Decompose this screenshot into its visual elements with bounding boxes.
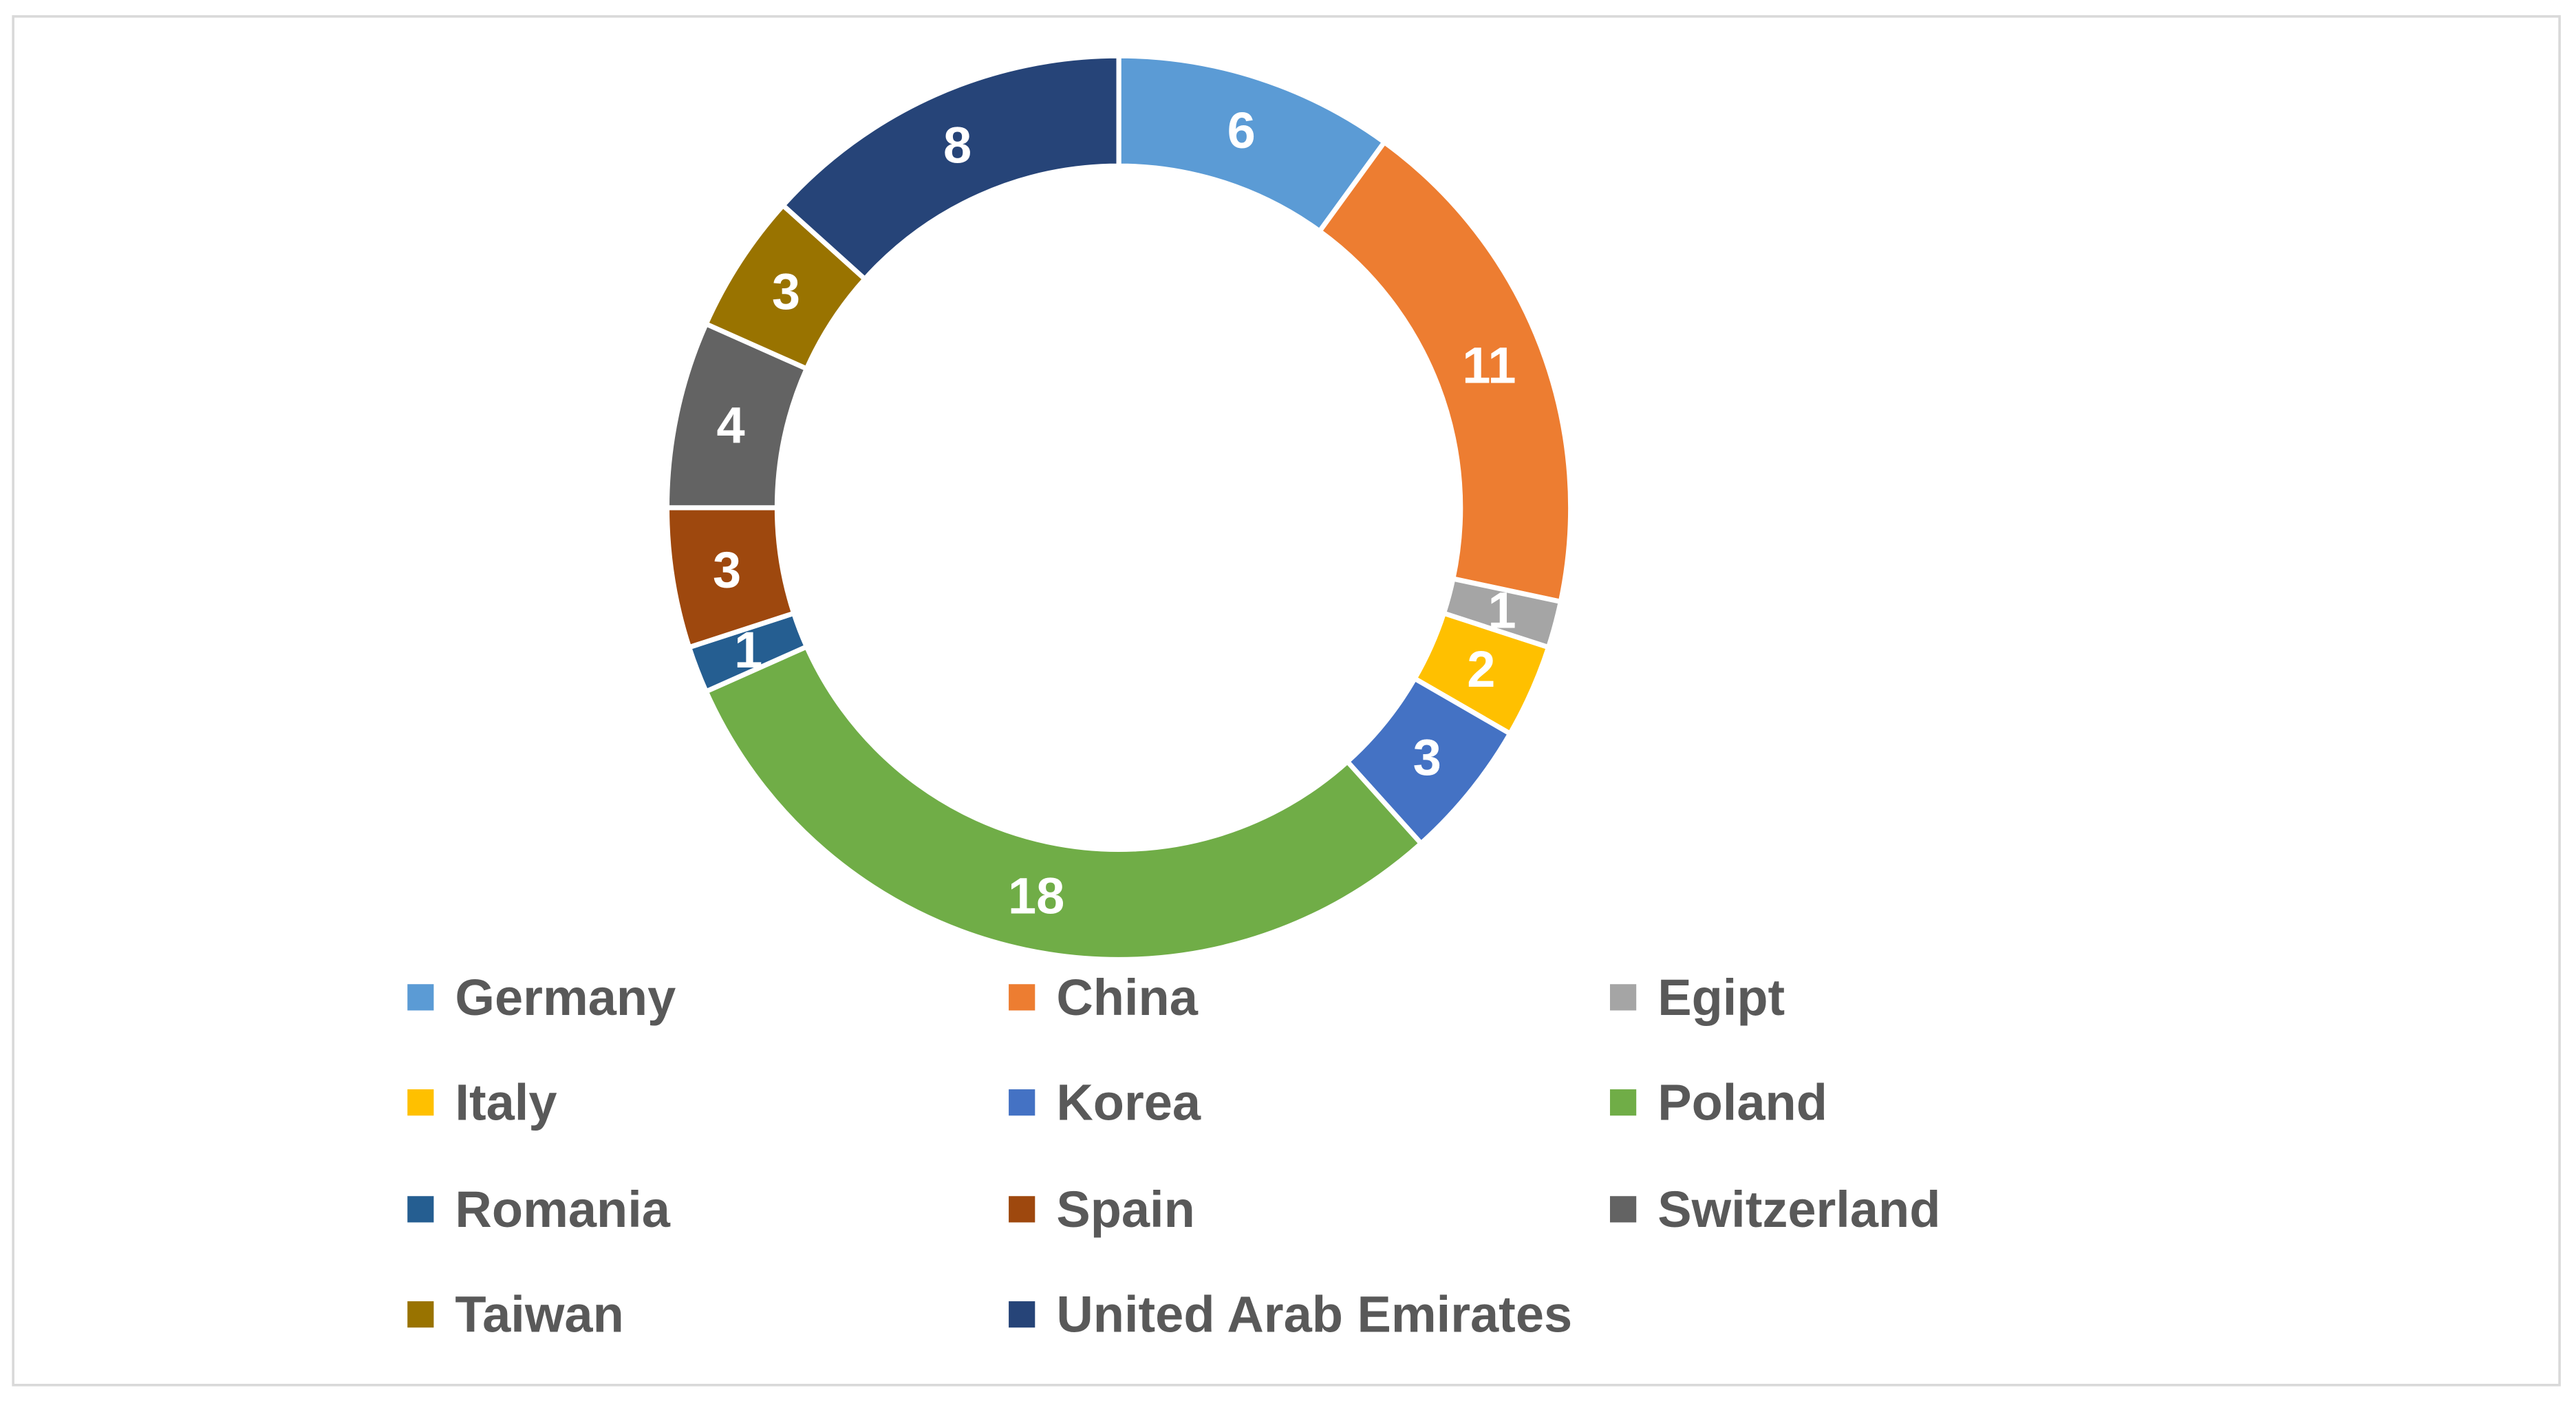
legend-label: Korea bbox=[1056, 1074, 1201, 1131]
legend-swatch bbox=[407, 1089, 434, 1116]
legend-label: Germany bbox=[455, 969, 676, 1026]
donut-segment bbox=[1316, 138, 1574, 605]
legend-swatch bbox=[1009, 1196, 1035, 1223]
data-label: 3 bbox=[713, 542, 741, 599]
data-label: 4 bbox=[716, 396, 744, 453]
data-label: 3 bbox=[1413, 729, 1441, 786]
data-label: 18 bbox=[1008, 867, 1064, 924]
data-label: 2 bbox=[1467, 641, 1495, 698]
legend-label: United Arab Emirates bbox=[1056, 1286, 1572, 1343]
legend-swatch bbox=[407, 984, 434, 1011]
legend-swatch bbox=[1009, 984, 1035, 1011]
legend-swatch bbox=[407, 1301, 434, 1328]
data-label: 8 bbox=[943, 117, 972, 174]
legend-swatch bbox=[1009, 1301, 1035, 1328]
legend-label: Taiwan bbox=[455, 1286, 623, 1343]
legend-swatch bbox=[407, 1196, 434, 1223]
legend-swatch bbox=[1009, 1089, 1035, 1116]
legend-label: Switzerland bbox=[1657, 1181, 1940, 1238]
legend-label: Spain bbox=[1056, 1181, 1194, 1238]
data-label: 11 bbox=[1462, 337, 1516, 394]
chart-frame bbox=[12, 15, 2561, 1387]
legend-swatch bbox=[1609, 1089, 1637, 1116]
data-label: 6 bbox=[1227, 102, 1256, 159]
legend-label: Poland bbox=[1657, 1074, 1827, 1131]
legend-swatch bbox=[1609, 984, 1637, 1011]
legend-label: Italy bbox=[455, 1074, 557, 1131]
donut-segment bbox=[780, 53, 1121, 283]
legend-label: Egipt bbox=[1657, 969, 1785, 1026]
donut-segment bbox=[702, 643, 1425, 962]
legend-label: Romania bbox=[455, 1181, 670, 1238]
data-label: 3 bbox=[772, 263, 800, 320]
legend-label: China bbox=[1056, 969, 1198, 1026]
legend-swatch bbox=[1609, 1196, 1637, 1223]
